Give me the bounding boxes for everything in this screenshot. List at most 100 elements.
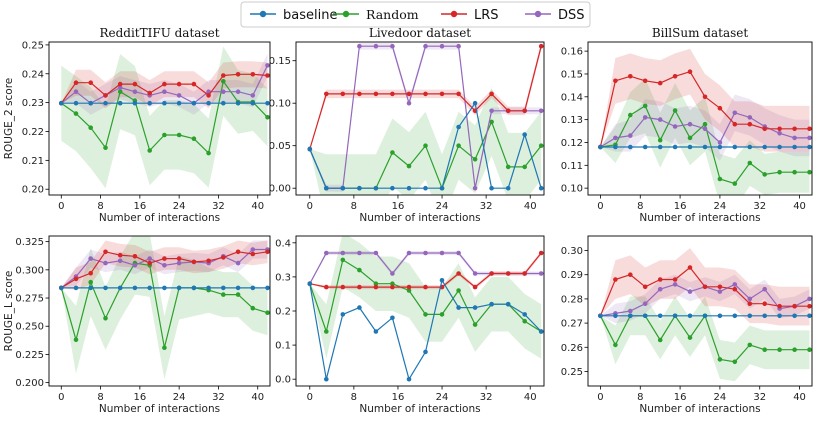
y-tick-label: 0.300 bbox=[15, 265, 44, 276]
point-baseline bbox=[687, 313, 693, 319]
point-lrs bbox=[103, 249, 108, 255]
point-lrs bbox=[176, 256, 182, 261]
point-lrs bbox=[732, 121, 738, 127]
point-random bbox=[88, 125, 93, 130]
point-lrs bbox=[522, 108, 527, 114]
point-lrs bbox=[340, 91, 346, 97]
series-lrs bbox=[598, 69, 812, 150]
legend-marker-random bbox=[342, 10, 350, 18]
y-tick-label: 0.21 bbox=[22, 156, 44, 167]
plot-frame bbox=[587, 235, 813, 387]
point-lrs bbox=[324, 91, 329, 97]
point-baseline bbox=[672, 313, 678, 319]
point-baseline bbox=[642, 144, 648, 150]
point-random bbox=[340, 257, 346, 263]
point-dss bbox=[747, 296, 753, 302]
point-baseline bbox=[423, 185, 428, 191]
point-random bbox=[702, 121, 708, 127]
point-dss bbox=[538, 108, 544, 114]
point-dss bbox=[221, 89, 226, 94]
point-lrs bbox=[340, 284, 346, 290]
point-baseline bbox=[340, 185, 346, 191]
series-baseline bbox=[307, 278, 544, 382]
point-random bbox=[489, 119, 494, 125]
point-dss bbox=[132, 89, 138, 94]
point-lrs bbox=[613, 277, 618, 282]
point-baseline bbox=[357, 305, 362, 310]
point-random bbox=[505, 164, 511, 170]
point-baseline bbox=[191, 285, 197, 291]
point-dss bbox=[538, 271, 544, 276]
point-baseline bbox=[489, 301, 494, 307]
point-random bbox=[103, 145, 108, 150]
point-baseline bbox=[538, 329, 544, 334]
point-dss bbox=[807, 135, 812, 141]
point-lrs bbox=[747, 121, 753, 127]
series-baseline bbox=[598, 144, 812, 150]
point-baseline bbox=[340, 312, 346, 317]
point-random bbox=[732, 181, 738, 186]
point-lrs bbox=[117, 81, 123, 87]
x-axis-label: Number of interactions bbox=[99, 403, 220, 415]
point-random bbox=[717, 357, 723, 362]
point-random bbox=[522, 164, 527, 170]
point-random bbox=[103, 316, 108, 321]
point-lrs bbox=[807, 126, 812, 132]
point-dss bbox=[489, 108, 494, 114]
panel-1: 0 8 16 24 32 40 0.20 0.21 0.22 0.23 0.24 0.25 Number… bbox=[3, 26, 271, 224]
point-random bbox=[762, 172, 767, 177]
point-baseline bbox=[423, 349, 428, 355]
point-lrs bbox=[687, 265, 693, 270]
point-dss bbox=[390, 271, 395, 276]
point-baseline bbox=[505, 301, 511, 307]
point-random bbox=[657, 137, 663, 143]
point-random bbox=[390, 281, 395, 287]
band-random bbox=[309, 236, 542, 359]
point-baseline bbox=[73, 285, 79, 291]
point-baseline bbox=[657, 313, 663, 319]
plot-area bbox=[598, 48, 812, 195]
point-dss bbox=[687, 289, 693, 294]
x-tick-label: 16 bbox=[133, 392, 146, 403]
point-random bbox=[538, 143, 544, 148]
series-lrs bbox=[307, 250, 544, 290]
panel-title: Livedoor dataset bbox=[369, 26, 471, 40]
point-baseline bbox=[762, 313, 767, 319]
point-random bbox=[777, 347, 782, 353]
point-dss bbox=[132, 263, 138, 268]
point-baseline bbox=[613, 144, 618, 150]
point-dss bbox=[373, 43, 379, 49]
point-dss bbox=[456, 250, 461, 256]
point-random bbox=[162, 345, 167, 351]
series-random bbox=[598, 103, 812, 186]
point-lrs bbox=[672, 277, 678, 282]
point-lrs bbox=[373, 91, 379, 97]
point-baseline bbox=[792, 313, 797, 319]
point-dss bbox=[642, 115, 648, 120]
point-dss bbox=[423, 43, 428, 49]
point-baseline bbox=[472, 100, 478, 106]
point-lrs bbox=[702, 94, 708, 100]
point-lrs bbox=[235, 249, 241, 255]
point-dss bbox=[672, 282, 678, 287]
point-dss bbox=[406, 250, 412, 256]
point-lrs bbox=[792, 126, 797, 132]
plot-frame bbox=[587, 41, 813, 196]
point-baseline bbox=[390, 315, 395, 321]
x-tick-label: 16 bbox=[133, 201, 146, 212]
point-lrs bbox=[390, 91, 395, 97]
point-baseline bbox=[439, 185, 445, 191]
point-lrs bbox=[456, 91, 461, 97]
x-tick-label: 32 bbox=[212, 392, 225, 403]
point-dss bbox=[717, 289, 723, 294]
y-tick-label: 0.11 bbox=[561, 161, 583, 172]
point-random bbox=[235, 292, 241, 297]
x-tick-label: 0 bbox=[58, 392, 64, 403]
band-random bbox=[600, 78, 810, 195]
y-tick-label: 0.00 bbox=[269, 184, 291, 195]
point-baseline bbox=[702, 144, 708, 150]
point-baseline bbox=[357, 185, 362, 191]
point-lrs bbox=[777, 303, 782, 309]
point-baseline bbox=[792, 144, 797, 150]
point-baseline bbox=[103, 285, 108, 291]
